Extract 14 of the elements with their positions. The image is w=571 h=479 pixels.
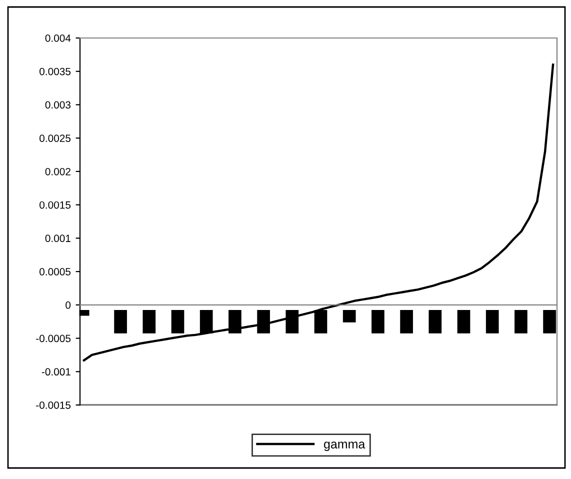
y-tick-label: 0: [66, 301, 71, 309]
y-tick-label: 0.001: [45, 234, 70, 242]
y-tick-label: 0.002: [45, 168, 70, 176]
y-tick-label: -0.0015: [36, 402, 71, 409]
y-tick-label: -0.001: [42, 368, 70, 376]
y-tick-label: -0.0005: [36, 334, 71, 342]
y-tick-label: 0.0035: [40, 68, 71, 76]
y-tick-label: 0.004: [45, 34, 71, 42]
y-tick-label: 0.0025: [40, 134, 71, 142]
legend-label: gamma: [324, 442, 366, 451]
y-tick-label: 0.003: [45, 101, 71, 109]
y-tick-label: 0.0015: [40, 201, 71, 209]
y-tick-label: 0.0005: [40, 268, 71, 276]
line-series: [82, 64, 554, 362]
